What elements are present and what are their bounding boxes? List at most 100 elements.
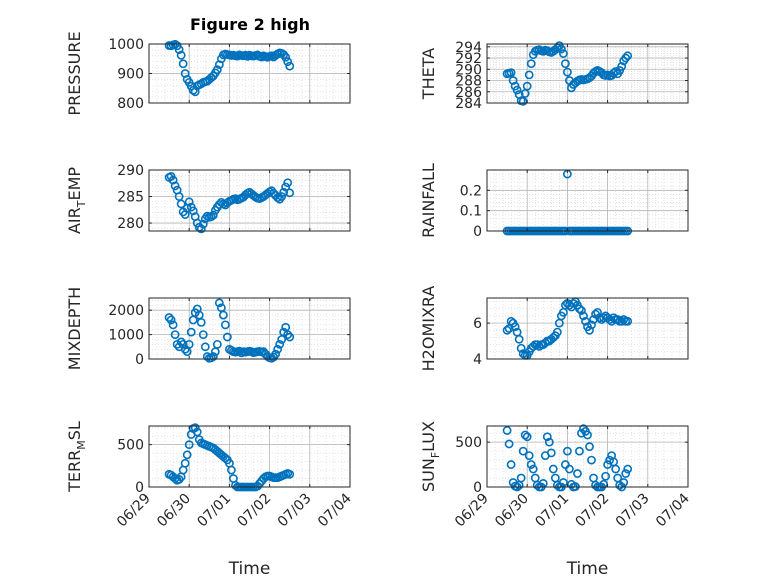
data-point (623, 316, 633, 326)
data-point (579, 311, 588, 321)
data-point (619, 478, 629, 487)
x-tick-label: 07/04 (653, 490, 693, 530)
x-tick-label: 06/30 (492, 491, 532, 531)
axes-box (486, 43, 689, 104)
y-tick-label: 280 (117, 216, 144, 232)
data-point (212, 65, 222, 75)
y-tick-label: 285 (117, 190, 144, 206)
data-point (502, 426, 512, 435)
panel-terr-msl: 06/29 06/30 07/01 07/02 07/03 07/04 0 500 TERRMS… (65, 421, 355, 579)
data-point (506, 68, 516, 78)
y-axis-label: H2OMIXRA (419, 286, 438, 372)
panel-air-temp: 280 285 290 AIRTEMP (65, 163, 351, 234)
data-point (277, 192, 287, 201)
y-tick-label: 500 (455, 435, 482, 451)
data-point (585, 325, 594, 335)
data-point (617, 316, 627, 326)
y-tick-label: 286 (455, 85, 482, 101)
data-point (528, 464, 538, 474)
panel-sun-flux: 06/29 06/30 07/01 07/02 07/03 07/04 0 500 SUNFLU… (419, 421, 693, 579)
data-point (512, 85, 522, 95)
data-point (516, 473, 526, 483)
data-point (563, 67, 572, 77)
data-point (518, 446, 528, 456)
data-point (176, 50, 186, 60)
data-point (281, 182, 291, 192)
y-tick-label: 500 (117, 438, 144, 454)
axes-box (148, 425, 351, 488)
data-point (196, 224, 206, 234)
data-point (522, 432, 532, 442)
data-point (176, 199, 186, 209)
data-point (170, 181, 180, 191)
data-point (164, 313, 174, 322)
y-tick-label: 800 (117, 96, 144, 112)
y-axis-label: TERRMSL (65, 421, 88, 493)
data-point (212, 339, 222, 349)
data-point (285, 469, 295, 479)
data-point (182, 450, 192, 460)
data-point (271, 349, 281, 359)
data-point (621, 469, 631, 478)
y-tick-label: 290 (455, 62, 482, 78)
y-tick-label: 294 (455, 40, 482, 56)
data-point (184, 197, 194, 207)
y-axis-label: AIRTEMP (65, 167, 88, 234)
data-point (206, 212, 216, 222)
data-point (514, 334, 524, 344)
y-tick-label: 1000 (108, 37, 144, 53)
data-point (585, 442, 594, 452)
y-tick-label: 900 (117, 67, 144, 83)
y-tick-label: 0 (473, 224, 482, 240)
data-point (196, 317, 206, 327)
data-point (558, 478, 568, 487)
panel-mixdepth: 0 1000 2000 MIXDEPTH (65, 287, 351, 370)
data-point (575, 446, 584, 456)
y-tick-label: 4 (473, 352, 482, 368)
data-point (565, 464, 574, 474)
axes-background (487, 426, 688, 487)
axes-box (148, 297, 351, 360)
data-point (593, 307, 602, 317)
data-point (569, 298, 578, 308)
figure-title: Figure 2 high (190, 15, 310, 34)
axes-box (486, 169, 689, 232)
data-point (235, 346, 244, 356)
data-point (583, 430, 592, 440)
data-point (605, 315, 615, 324)
data-point (516, 343, 526, 353)
x-tick-label: 07/03 (275, 491, 315, 531)
y-tick-label: 0 (135, 352, 144, 368)
y-tick-label: 292 (455, 51, 482, 67)
y-axis-label: PRESSURE (65, 31, 84, 115)
data-point (623, 51, 633, 61)
data-point (275, 339, 285, 349)
panel-rainfall: 0 0.1 0.2 RAINFALL (419, 163, 689, 240)
data-point (202, 352, 212, 361)
axes-box (148, 169, 351, 232)
data-point (508, 76, 518, 85)
data-point (526, 59, 536, 69)
data-point (273, 193, 283, 202)
panel-h2omixra: 4 6 H2OMIXRA (419, 286, 689, 372)
data-point (190, 423, 200, 433)
data-point (623, 464, 633, 474)
data-point (542, 432, 552, 442)
data-point (186, 81, 196, 91)
data-point (180, 458, 190, 468)
data-point (560, 59, 570, 69)
data-point (524, 70, 534, 80)
data-point (532, 340, 542, 350)
data-point (283, 178, 293, 188)
data-point (558, 49, 568, 58)
data-point (218, 310, 228, 320)
axes-box (486, 425, 689, 488)
y-tick-label: 0 (473, 480, 482, 496)
data-point (520, 430, 530, 440)
y-axis-label: MIXDEPTH (65, 287, 84, 370)
data-point (522, 81, 532, 91)
data-point (184, 440, 194, 450)
y-tick-label: 0.1 (460, 204, 482, 220)
